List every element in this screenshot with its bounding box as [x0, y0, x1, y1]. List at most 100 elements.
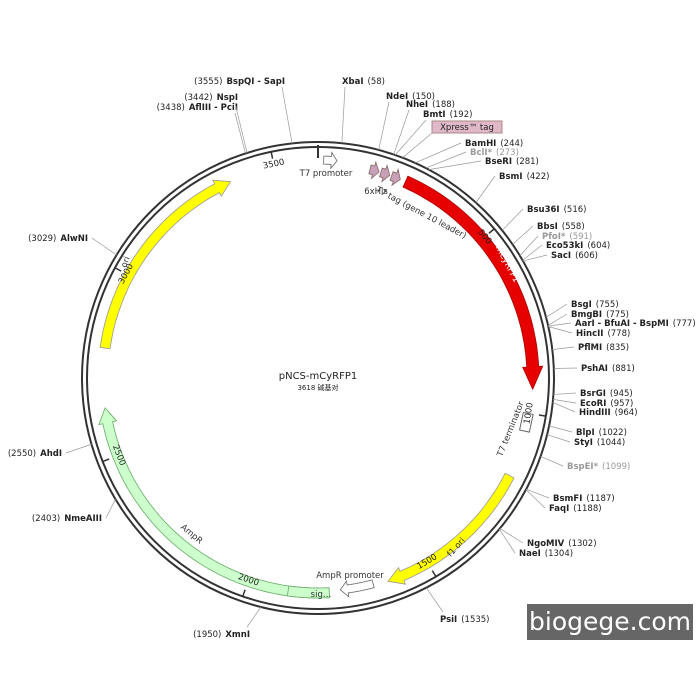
tick-mark [488, 228, 495, 234]
site-label: Bsu36I (516) [527, 205, 586, 215]
site-name: BlpI [576, 428, 595, 438]
site-name: BsrGI [580, 389, 606, 399]
feature-label: Xpress™ tag [440, 123, 494, 133]
site-label: BmtI (192) [423, 110, 472, 120]
site-label: SacI (606) [551, 251, 598, 261]
site-position: (964) [615, 408, 638, 418]
site-label: (3029) AlwNI [28, 234, 88, 244]
site-position: (192) [450, 110, 473, 120]
site-label: BsrGI (945) [580, 389, 633, 399]
leader-line [475, 175, 496, 203]
site-position: (591) [569, 232, 592, 242]
leader-line [519, 235, 539, 256]
site-label: PflMI (835) [578, 343, 629, 353]
site-name: BclI* [470, 148, 493, 158]
t7-promoter-arrow [323, 151, 338, 170]
leader-line [281, 86, 293, 144]
site-name: BmgBI [571, 310, 602, 320]
site-name: Bsu36I [527, 205, 560, 215]
site-position: (1950) [193, 630, 221, 640]
tick-mark [242, 589, 246, 597]
leader-line [501, 208, 524, 231]
feature-label: T7 promoter [299, 169, 353, 179]
site-name: BspQI - SapI [226, 77, 285, 87]
site-position: (606) [575, 251, 598, 261]
site-name: PshAI [581, 364, 608, 374]
site-name: BmtI [423, 110, 446, 120]
plasmid-name: pNCS-mCyRFP1 [279, 371, 358, 382]
site-position: (881) [612, 364, 635, 374]
leader-line [553, 392, 577, 395]
site-label: (3555) BspQI - SapI [194, 77, 285, 87]
site-position: (604) [587, 241, 610, 251]
site-position: (1302) [568, 539, 596, 549]
site-name: FaqI [549, 504, 569, 514]
site-position: (516) [564, 205, 587, 215]
site-label: BamHI (244) [465, 139, 523, 149]
site-name: BseRI [485, 157, 512, 167]
mcyrfp1-arrow [402, 175, 544, 391]
site-label: BlpI (1022) [576, 428, 627, 438]
site-name: SacI [551, 251, 571, 261]
leader-line [499, 528, 524, 544]
site-label: BbsI (558) [537, 222, 585, 232]
tick-mark [538, 414, 546, 417]
tick-mark [431, 570, 437, 578]
site-position: (2403) [32, 514, 60, 524]
site-name: EcoRI [580, 399, 606, 409]
site-name: HindIII [579, 408, 611, 418]
site-position: (273) [496, 148, 519, 158]
tag-arrow [378, 164, 391, 183]
leader-line [91, 237, 117, 256]
site-position: (558) [562, 222, 585, 232]
f1-ori-arrow [387, 472, 515, 585]
site-name: BspEI* [567, 462, 599, 472]
leader-line [65, 443, 92, 454]
tick-mark [114, 267, 122, 272]
site-name: BsgI [571, 300, 592, 310]
feature-label: 6xHis [364, 187, 388, 197]
leader-line [414, 142, 462, 164]
site-label: PshAI (881) [581, 364, 635, 374]
site-position: (281) [516, 157, 539, 167]
site-name: NgoMIV [527, 539, 565, 549]
leader-line [540, 456, 564, 467]
xpress-tag-box [431, 120, 503, 134]
site-name: NdeI [386, 92, 408, 102]
site-name: HincII [576, 329, 603, 339]
site-position: (2550) [8, 449, 36, 459]
site-name: BsmI [499, 172, 523, 182]
leader-line [402, 132, 433, 158]
site-label: PsiI (1535) [440, 615, 489, 625]
leader-line [548, 322, 572, 327]
site-name: PsiI [440, 615, 457, 625]
site-name: NheI [406, 100, 428, 110]
site-position: (835) [606, 343, 629, 353]
leader-line [428, 160, 482, 170]
his-arrow [368, 160, 380, 180]
site-name: NaeI [519, 549, 541, 559]
site-position: (1188) [573, 504, 601, 514]
site-position: (150) [412, 92, 435, 102]
leader-line [341, 86, 346, 144]
feature-label: sig… [311, 590, 332, 600]
site-label: BspEI* (1099) [567, 462, 630, 472]
site-name: AarI - BfuAI - BspMI [575, 319, 669, 329]
site-name: PflMI [578, 343, 602, 353]
leader-line [105, 499, 116, 519]
site-name: NmeAIII [64, 514, 102, 524]
site-name: AflIII - PciI [189, 103, 238, 113]
site-name: NspI [217, 93, 238, 103]
site-label: BclI* (273) [470, 148, 519, 158]
site-position: (957) [610, 399, 633, 409]
leader-line [499, 528, 516, 554]
leader-line [545, 303, 568, 318]
ampr-arrow [98, 407, 319, 599]
site-label: (3438) AflIII - PciI [157, 103, 238, 113]
site-name: StyI [574, 438, 593, 448]
leader-line [552, 401, 576, 413]
leader-line [234, 102, 248, 154]
leader-line [425, 587, 444, 613]
site-position: (188) [432, 100, 455, 110]
site-name: XmnI [225, 630, 250, 640]
